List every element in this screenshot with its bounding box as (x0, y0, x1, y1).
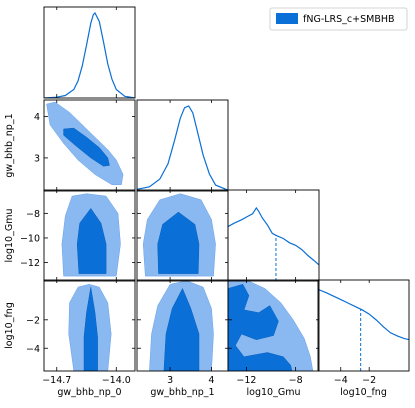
legend-label: fNG-LRS_c+SMBHB (303, 14, 395, 25)
inner-credible-region (83, 286, 98, 371)
marginal-log10_Gmu (228, 206, 319, 281)
contour-log10_fng-vs-gw_bhb_np_0 (68, 284, 112, 371)
contour-log10_Gmu-vs-gw_bhb_np_0 (61, 193, 121, 277)
y-tick-label: −8 (26, 209, 40, 220)
density-curve (228, 206, 319, 266)
legend: fNG-LRS_c+SMBHB (269, 7, 408, 31)
y-tick-label: 3 (34, 153, 40, 164)
y-axis-label: log10_fng (4, 302, 15, 349)
legend-swatch (276, 13, 298, 24)
y-tick-label: −10 (20, 233, 40, 244)
y-axis-label: gw_bhb_np_1 (4, 113, 15, 177)
inner-credible-region (63, 127, 110, 167)
contour-gw_bhb_np_1-vs-gw_bhb_np_0 (46, 101, 124, 186)
panel-frame-1-0 (43, 99, 136, 192)
x-axis-label: gw_bhb_np_1 (150, 387, 214, 398)
panel-frame-3-2 (227, 279, 320, 372)
density-curve (44, 11, 135, 98)
x-tick-label: −14.7 (42, 375, 71, 386)
x-tick-label: −8 (289, 375, 303, 386)
panel-frame-1-1 (136, 99, 229, 192)
inner-credible-region (163, 288, 200, 371)
marginal-gw_bhb_np_0 (44, 11, 135, 98)
contour-log10_Gmu-vs-gw_bhb_np_1 (142, 193, 216, 277)
y-axis-label: log10_Gmu (4, 209, 15, 263)
panel-frame-3-3 (317, 279, 410, 372)
x-tick-label: −12 (236, 375, 256, 386)
panel-frame-0-0 (43, 6, 136, 99)
x-tick-label: −2 (362, 375, 376, 386)
panel-frame-3-0 (43, 279, 136, 372)
x-tick-label: 4 (208, 375, 214, 386)
y-tick-label: −12 (20, 258, 40, 269)
x-axis-label: log10_Gmu (247, 387, 301, 398)
inner-credible-region (76, 208, 107, 274)
contour-log10_fng-vs-log10_Gmu (228, 280, 314, 371)
y-tick-label: −4 (26, 344, 40, 355)
x-tick-label: −14.0 (102, 375, 131, 386)
x-axis-label: gw_bhb_np_0 (57, 387, 121, 398)
inner-credible-region (157, 211, 200, 274)
inner-credible-region (228, 284, 293, 371)
y-tick-label: 4 (34, 112, 40, 123)
x-tick-label: −4 (334, 375, 348, 386)
panel-frame-2-0 (43, 189, 136, 282)
marginal-gw_bhb_np_1 (137, 105, 228, 191)
y-tick-label: −2 (26, 315, 40, 326)
density-curve (137, 105, 228, 191)
contour-log10_fng-vs-gw_bhb_np_1 (149, 280, 214, 371)
panel-frame-2-2 (227, 189, 320, 282)
marginal-log10_fng (318, 288, 409, 371)
x-tick-label: 3 (167, 375, 173, 386)
density-curve (318, 288, 409, 341)
x-axis-label: log10_fng (340, 387, 387, 398)
